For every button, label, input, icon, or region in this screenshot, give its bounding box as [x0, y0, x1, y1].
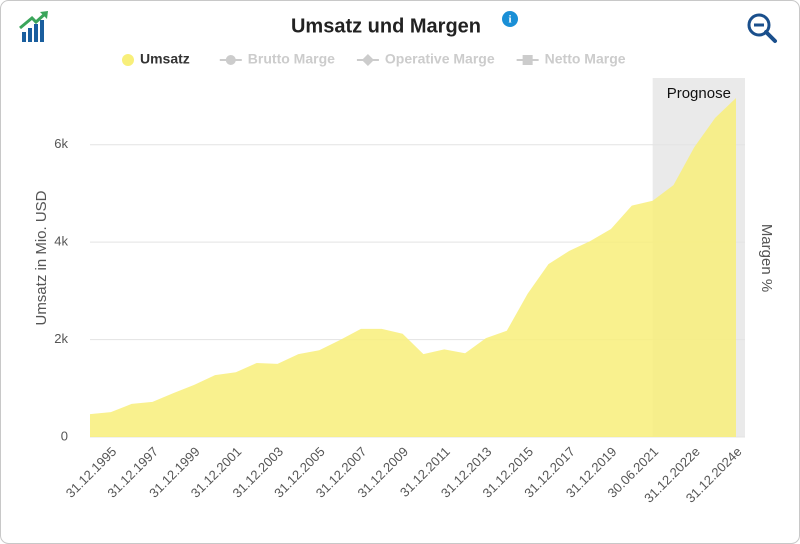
info-icon[interactable]: i [502, 11, 518, 27]
y-tick-label: 0 [61, 428, 68, 443]
legend-item: Netto Marge [516, 51, 626, 67]
legend-label: Brutto Marge [248, 51, 335, 67]
legend-marker [225, 55, 236, 65]
zoom-out-button[interactable] [747, 13, 777, 43]
legend-marker [361, 54, 374, 66]
chart-title: Umsatz und Margen [291, 15, 481, 37]
legend-item: Brutto Marge [219, 51, 335, 67]
y-axis-label: Umsatz in Mio. USD [33, 190, 50, 325]
legend-label: Operative Marge [385, 51, 495, 67]
svg-text:i: i [508, 14, 511, 26]
legend-label: Netto Marge [545, 51, 626, 67]
forecast-label: Prognose [667, 85, 731, 102]
y-tick-label: 2k [54, 331, 68, 346]
legend-marker [122, 54, 134, 66]
y-tick-label: 6k [54, 136, 68, 151]
chart-icon [19, 11, 48, 42]
legend-marker [522, 55, 533, 65]
y2-axis-label: Margen % [758, 224, 775, 292]
legend-label: Umsatz [140, 51, 190, 67]
y-tick-label: 4k [54, 234, 68, 249]
area [90, 97, 736, 437]
legend-item: Operative Marge [356, 51, 495, 67]
